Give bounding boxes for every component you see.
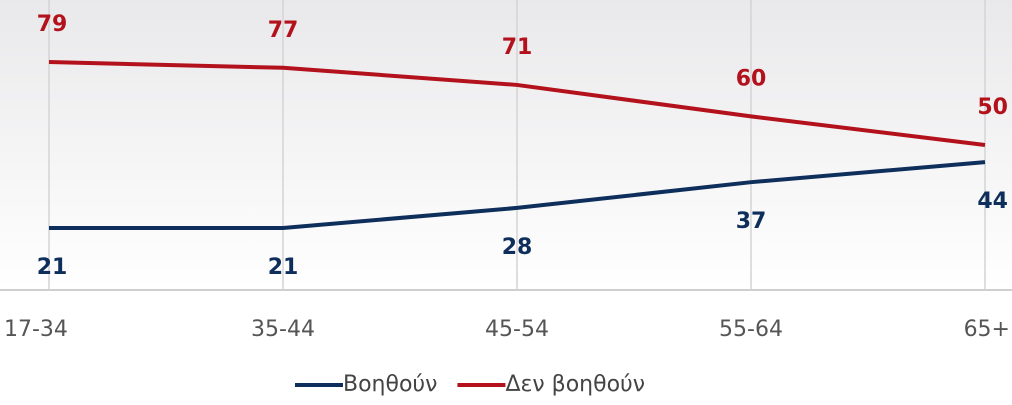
data-label: 37 (736, 209, 767, 234)
data-label: 44 (977, 189, 1008, 214)
data-label: 21 (268, 255, 299, 280)
data-label: 50 (977, 95, 1008, 120)
legend-label: Βοηθούν (343, 372, 437, 397)
plot-background (0, 0, 1012, 290)
data-label: 79 (37, 12, 68, 37)
data-label: 77 (268, 18, 299, 43)
x-tick-label: 35-44 (251, 317, 315, 342)
x-tick-label: 45-54 (485, 317, 549, 342)
legend-label: Δεν βοηθούν (505, 372, 645, 397)
x-tick-label: 55-64 (719, 317, 783, 342)
data-label: 60 (736, 66, 767, 91)
x-tick-label: 65+ (964, 317, 1010, 342)
data-label: 71 (502, 35, 533, 60)
data-label: 28 (502, 235, 533, 260)
line-series (49, 160, 986, 230)
data-label: 21 (37, 255, 68, 280)
x-tick-label: 17-34 (4, 317, 68, 342)
line-series (48, 60, 986, 147)
